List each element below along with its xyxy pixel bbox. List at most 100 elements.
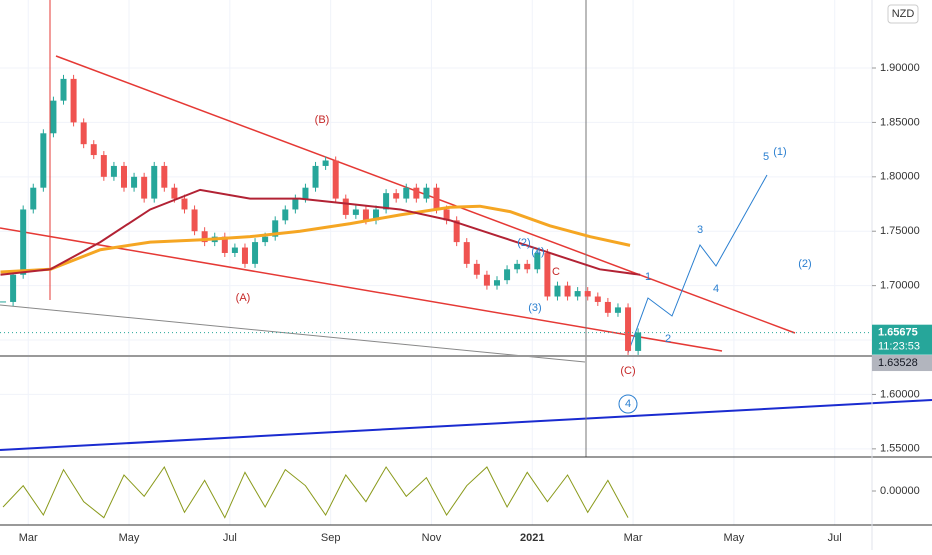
candle bbox=[473, 263, 480, 275]
gray-trendline bbox=[0, 304, 586, 363]
moving-average bbox=[0, 204, 631, 274]
candle bbox=[171, 187, 178, 199]
candle bbox=[312, 165, 319, 188]
wave-label: 4 bbox=[713, 283, 719, 295]
x-tick-label: May bbox=[724, 532, 745, 544]
candle bbox=[332, 160, 339, 199]
candle bbox=[574, 291, 581, 297]
candle bbox=[594, 296, 601, 302]
wave-label: (1) bbox=[773, 146, 786, 158]
candle bbox=[534, 252, 541, 270]
candle bbox=[554, 285, 561, 297]
y-tick-label: 1.75000 bbox=[880, 225, 920, 237]
candle bbox=[191, 209, 198, 232]
projection-path bbox=[627, 174, 768, 354]
candle bbox=[30, 187, 37, 210]
wave-label: 4 bbox=[625, 398, 631, 410]
currency-box[interactable] bbox=[887, 4, 919, 24]
y-tick-label: 1.90000 bbox=[880, 62, 920, 74]
candle bbox=[604, 301, 611, 313]
candle bbox=[413, 187, 420, 199]
candle bbox=[80, 122, 87, 145]
level-tag bbox=[872, 355, 932, 372]
blue-trendline bbox=[0, 399, 932, 451]
candle bbox=[282, 209, 289, 221]
candle bbox=[403, 187, 410, 199]
x-tick-label: May bbox=[119, 532, 140, 544]
candle bbox=[524, 263, 531, 270]
x-tick-label: Nov bbox=[422, 532, 442, 544]
candle bbox=[221, 236, 228, 253]
y-tick-label: 1.60000 bbox=[880, 388, 920, 400]
wave-label: C bbox=[552, 266, 560, 278]
candle bbox=[70, 78, 77, 123]
candle bbox=[483, 274, 490, 286]
candle bbox=[443, 209, 450, 221]
candle bbox=[50, 100, 57, 134]
candle bbox=[463, 242, 470, 264]
moving-average bbox=[0, 188, 641, 276]
x-tick-label: Mar bbox=[19, 532, 38, 544]
x-tick-label: Mar bbox=[624, 532, 643, 544]
candle bbox=[292, 198, 299, 210]
candle bbox=[40, 133, 47, 188]
candle bbox=[181, 198, 188, 210]
oscillator-line bbox=[2, 465, 629, 519]
candle bbox=[10, 274, 17, 302]
candle bbox=[514, 263, 521, 270]
candle bbox=[60, 78, 67, 101]
candle bbox=[241, 247, 248, 264]
red-lower-trendline bbox=[0, 227, 723, 352]
wave-label: 2 bbox=[665, 333, 671, 345]
y-tick-label: 1.70000 bbox=[880, 280, 920, 292]
candle bbox=[453, 220, 460, 243]
candle bbox=[110, 165, 117, 177]
last-price-tag bbox=[872, 324, 932, 355]
candle bbox=[393, 193, 400, 199]
circle-marker bbox=[618, 394, 638, 414]
wave-label: (4) bbox=[531, 246, 544, 258]
candle bbox=[635, 332, 642, 351]
wave-label: (B) bbox=[315, 114, 330, 126]
y-tick-label: 1.80000 bbox=[880, 171, 920, 183]
x-tick-label: 2021 bbox=[520, 532, 544, 544]
candle bbox=[544, 252, 551, 297]
candle bbox=[373, 209, 380, 221]
wave-label: 5 bbox=[763, 151, 769, 163]
wave-label: (2) bbox=[798, 258, 811, 270]
candle bbox=[201, 231, 208, 243]
level-label: 1.63528 bbox=[878, 357, 918, 369]
candle bbox=[504, 269, 511, 281]
wave-label: (3) bbox=[528, 302, 541, 314]
oscillator-tick-label: 0.00000 bbox=[880, 485, 920, 497]
candle bbox=[262, 236, 269, 243]
candle bbox=[352, 209, 359, 215]
wave-label: (A) bbox=[236, 292, 251, 304]
y-tick-label: 1.55000 bbox=[880, 443, 920, 455]
candle bbox=[342, 198, 349, 215]
candle bbox=[120, 165, 127, 188]
candle bbox=[141, 176, 148, 199]
candle bbox=[131, 176, 138, 188]
candle bbox=[90, 144, 97, 156]
countdown: 11:23:53 bbox=[878, 341, 920, 353]
last-price-label: 1.65675 bbox=[878, 327, 918, 339]
candle bbox=[20, 209, 27, 275]
candle bbox=[362, 209, 369, 221]
candle bbox=[322, 160, 329, 166]
candle bbox=[584, 291, 591, 297]
x-tick-label: Jul bbox=[828, 532, 842, 544]
candle bbox=[383, 193, 390, 210]
candle bbox=[433, 187, 440, 210]
candle bbox=[151, 165, 158, 199]
candle bbox=[252, 242, 259, 264]
candle bbox=[564, 285, 571, 297]
wave-label: (2) bbox=[517, 237, 530, 249]
x-tick-label: Sep bbox=[321, 532, 341, 544]
candle bbox=[100, 155, 107, 177]
wave-label: 3 bbox=[697, 224, 703, 236]
currency: NZD bbox=[892, 8, 915, 20]
candle bbox=[493, 280, 500, 286]
